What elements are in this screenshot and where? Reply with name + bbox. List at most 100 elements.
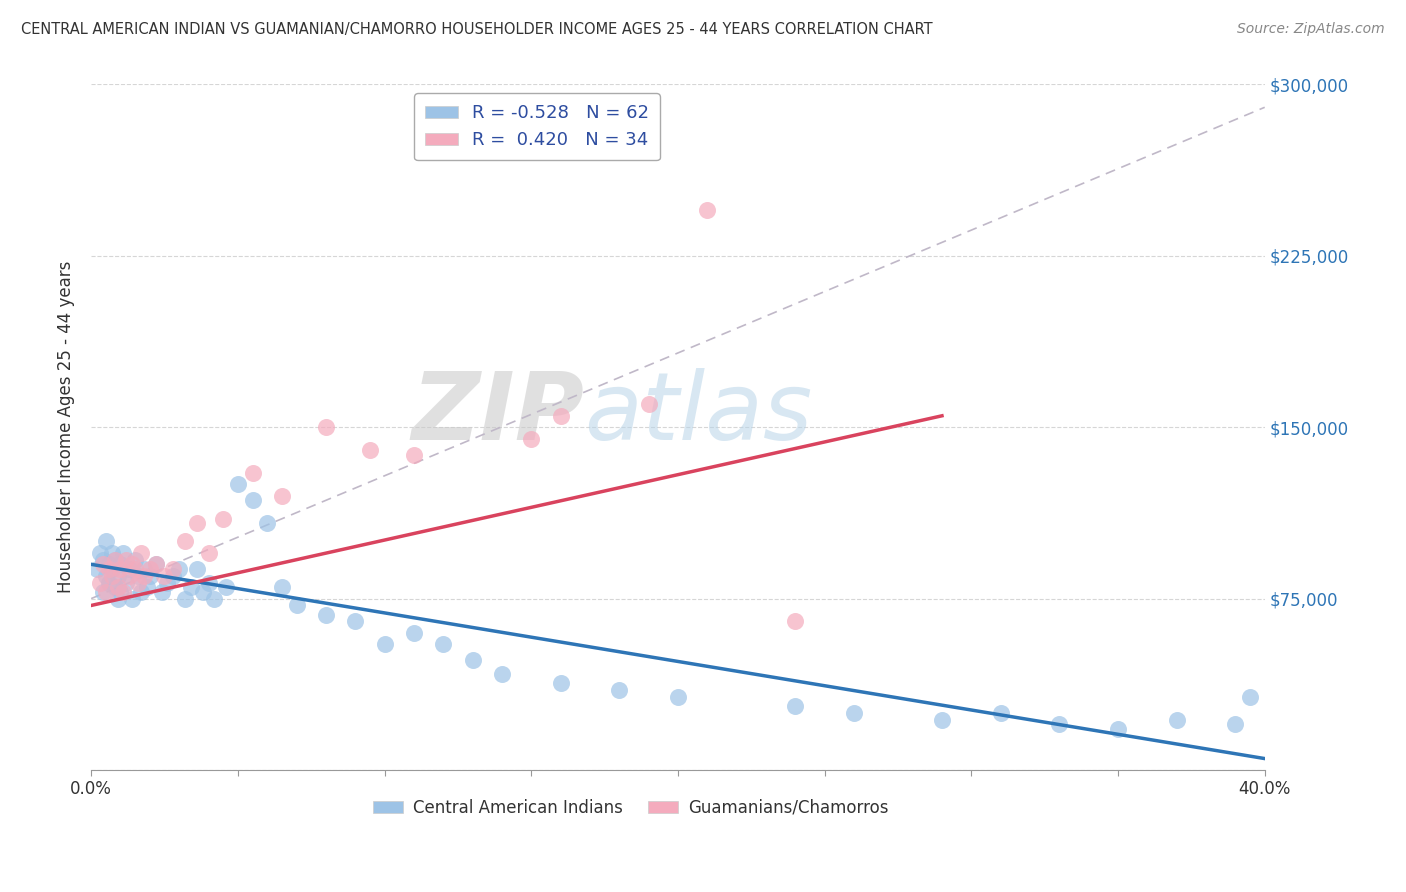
Point — [91, 584, 114, 599]
Point — [89, 546, 111, 560]
Point — [174, 534, 197, 549]
Point — [129, 546, 152, 560]
Point — [86, 562, 108, 576]
Point — [931, 713, 953, 727]
Point — [402, 448, 425, 462]
Point — [115, 575, 138, 590]
Point — [520, 432, 543, 446]
Point — [100, 546, 122, 560]
Point — [107, 568, 129, 582]
Point — [107, 580, 129, 594]
Text: CENTRAL AMERICAN INDIAN VS GUAMANIAN/CHAMORRO HOUSEHOLDER INCOME AGES 25 - 44 YE: CENTRAL AMERICAN INDIAN VS GUAMANIAN/CHA… — [21, 22, 932, 37]
Point — [104, 553, 127, 567]
Point — [637, 397, 659, 411]
Point — [607, 683, 630, 698]
Point — [550, 676, 572, 690]
Legend: Central American Indians, Guamanians/Chamorros: Central American Indians, Guamanians/Cha… — [367, 792, 896, 823]
Point — [1107, 722, 1129, 736]
Point — [212, 511, 235, 525]
Point — [1239, 690, 1261, 704]
Point — [150, 584, 173, 599]
Point — [270, 489, 292, 503]
Point — [110, 562, 132, 576]
Point — [167, 562, 190, 576]
Point — [118, 562, 141, 576]
Point — [186, 516, 208, 531]
Point — [112, 584, 135, 599]
Point — [186, 562, 208, 576]
Point — [242, 493, 264, 508]
Point — [1047, 717, 1070, 731]
Point — [344, 615, 367, 629]
Point — [990, 706, 1012, 720]
Point — [135, 580, 157, 594]
Point — [97, 562, 120, 576]
Point — [91, 553, 114, 567]
Point — [100, 568, 122, 582]
Point — [104, 553, 127, 567]
Point — [91, 558, 114, 572]
Point — [132, 568, 155, 582]
Point — [285, 599, 308, 613]
Point — [97, 558, 120, 572]
Point — [226, 477, 249, 491]
Point — [124, 553, 146, 567]
Point — [132, 562, 155, 576]
Point — [842, 706, 865, 720]
Point — [550, 409, 572, 423]
Point — [121, 558, 143, 572]
Point — [696, 203, 718, 218]
Point — [145, 558, 167, 572]
Point — [785, 698, 807, 713]
Point — [402, 626, 425, 640]
Point — [666, 690, 689, 704]
Point — [145, 558, 167, 572]
Point — [139, 568, 162, 582]
Point — [162, 562, 184, 576]
Point — [215, 580, 238, 594]
Point — [256, 516, 278, 531]
Text: Source: ZipAtlas.com: Source: ZipAtlas.com — [1237, 22, 1385, 37]
Point — [129, 584, 152, 599]
Point — [491, 667, 513, 681]
Point — [156, 575, 179, 590]
Point — [107, 591, 129, 606]
Text: ZIP: ZIP — [411, 368, 583, 459]
Point — [202, 591, 225, 606]
Point — [315, 420, 337, 434]
Point — [104, 580, 127, 594]
Point — [89, 575, 111, 590]
Point — [180, 580, 202, 594]
Text: atlas: atlas — [583, 368, 813, 459]
Point — [110, 584, 132, 599]
Point — [94, 534, 117, 549]
Point — [242, 466, 264, 480]
Point — [461, 653, 484, 667]
Point — [115, 553, 138, 567]
Point — [315, 607, 337, 622]
Point — [270, 580, 292, 594]
Point — [432, 637, 454, 651]
Point — [94, 584, 117, 599]
Point — [191, 584, 214, 599]
Point — [1225, 717, 1247, 731]
Point — [124, 562, 146, 576]
Y-axis label: Householder Income Ages 25 - 44 years: Householder Income Ages 25 - 44 years — [58, 261, 75, 593]
Point — [162, 568, 184, 582]
Point — [100, 562, 122, 576]
Point — [197, 546, 219, 560]
Point — [197, 575, 219, 590]
Point — [374, 637, 396, 651]
Point — [127, 575, 149, 590]
Point — [110, 558, 132, 572]
Point — [118, 568, 141, 582]
Point — [359, 443, 381, 458]
Point — [139, 562, 162, 576]
Point — [127, 568, 149, 582]
Point — [94, 568, 117, 582]
Point — [121, 591, 143, 606]
Point — [97, 575, 120, 590]
Point — [1166, 713, 1188, 727]
Point — [785, 615, 807, 629]
Point — [112, 546, 135, 560]
